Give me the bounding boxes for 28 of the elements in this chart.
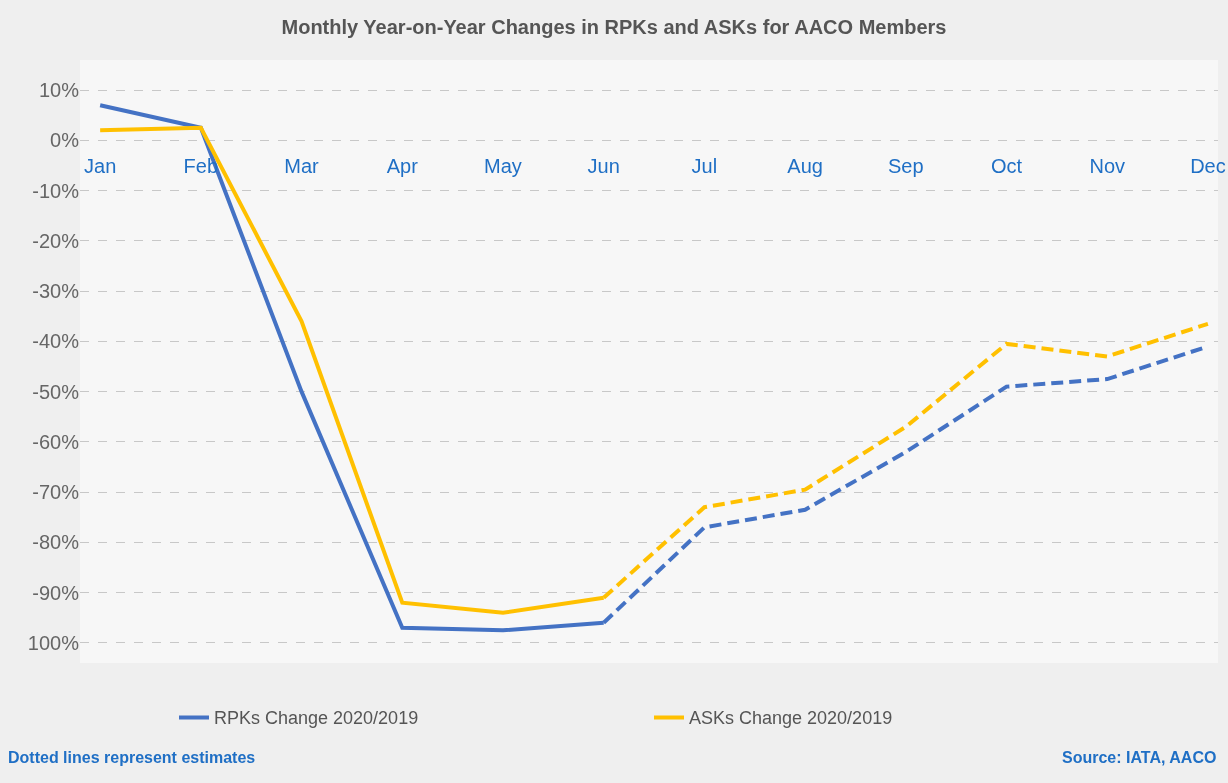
- y-tick-label: -10%: [32, 179, 80, 202]
- y-tick-label: 0%: [50, 129, 80, 152]
- y-tick-label: -50%: [32, 380, 80, 403]
- x-tick-label: Mar: [284, 155, 320, 178]
- legend-label: ASKs Change 2020/2019: [689, 708, 893, 729]
- x-tick-label: Jun: [587, 155, 620, 178]
- y-tick-label: -30%: [32, 280, 80, 303]
- x-tick-label: Dec: [1190, 155, 1226, 178]
- y-tick-label: -80%: [32, 531, 80, 554]
- y-tick-label: 10%: [38, 79, 80, 102]
- y-tick-label: -60%: [32, 430, 80, 453]
- legend-label: RPKs Change 2020/2019: [214, 708, 419, 729]
- y-tick-label: -40%: [32, 330, 80, 353]
- x-tick-label: Jul: [691, 155, 718, 178]
- x-tick-label: Apr: [386, 155, 419, 178]
- y-tick-label: -70%: [32, 481, 80, 504]
- y-tick-label: -20%: [32, 229, 80, 252]
- y-tick-label: -90%: [32, 581, 80, 604]
- x-tick-label: Aug: [787, 155, 823, 178]
- x-tick-label: Sep: [888, 155, 924, 178]
- source-note: Source: IATA, AACO: [1062, 749, 1217, 766]
- x-tick-label: Jan: [84, 155, 117, 178]
- x-tick-label: May: [484, 155, 522, 178]
- x-tick-label: Oct: [990, 155, 1023, 178]
- chart-title: Monthly Year-on-Year Changes in RPKs and ASKs for AACO Members: [281, 15, 947, 38]
- x-tick-label: Nov: [1089, 155, 1126, 178]
- text: Dotted lines represent estimates: [8, 749, 256, 766]
- y-tick-label: 100%: [27, 631, 80, 654]
